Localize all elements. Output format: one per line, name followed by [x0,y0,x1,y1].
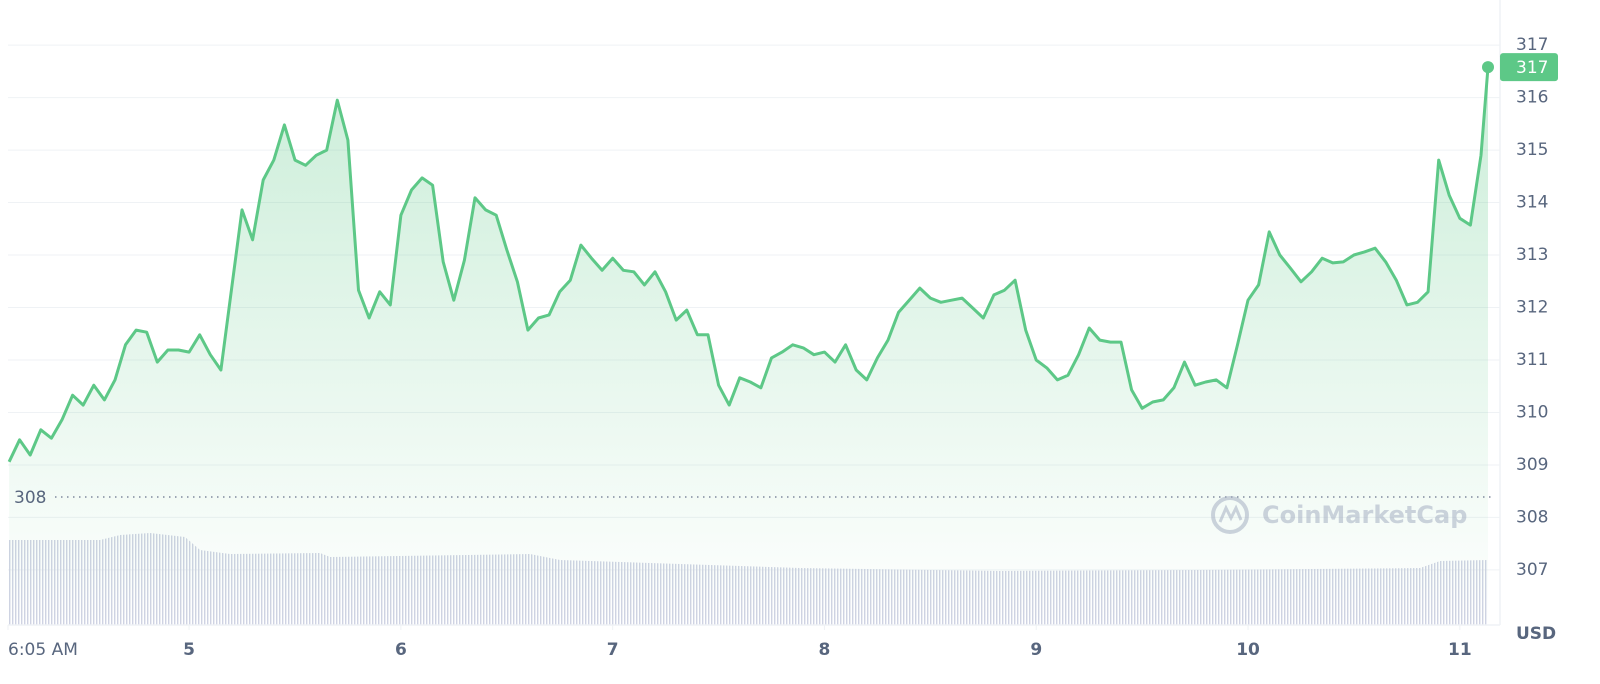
y-tick-label: 308 [1516,507,1548,527]
price-area [9,67,1489,625]
y-tick-label: 311 [1516,350,1548,370]
watermark: CoinMarketCap [1211,496,1467,534]
x-tick-label: 10 [1236,640,1260,660]
y-tick-label: 312 [1516,298,1548,318]
y-tick-label: 309 [1516,455,1548,475]
y-tick-label: 315 [1516,140,1548,160]
y-tick-label: 314 [1516,193,1548,213]
watermark-text: CoinMarketCap [1262,501,1467,529]
plot: 308 317 [7,53,1558,625]
y-tick-label: 313 [1516,245,1548,265]
y-tick-label: 307 [1516,560,1548,580]
x-tick-label: 7 [607,640,619,660]
x-tick-label: 6 [395,640,407,660]
axis-unit: USD [1516,624,1556,644]
x-tick-label: 6:05 AM [8,640,78,660]
y-tick-label: 317 [1516,35,1548,55]
last-price-label: 317 [1516,58,1548,78]
x-tick-label: 11 [1448,640,1472,660]
last-price-tag [1500,53,1558,82]
x-tick-label: 8 [819,640,831,660]
last-price-dot [1482,61,1494,74]
x-tick-label: 5 [183,640,195,660]
open-price-label: 308 [14,488,46,508]
x-tick-label: 9 [1030,640,1042,660]
y-tick-label: 316 [1516,88,1548,108]
y-tick-label: 310 [1516,402,1548,422]
price-line [7,67,1490,463]
